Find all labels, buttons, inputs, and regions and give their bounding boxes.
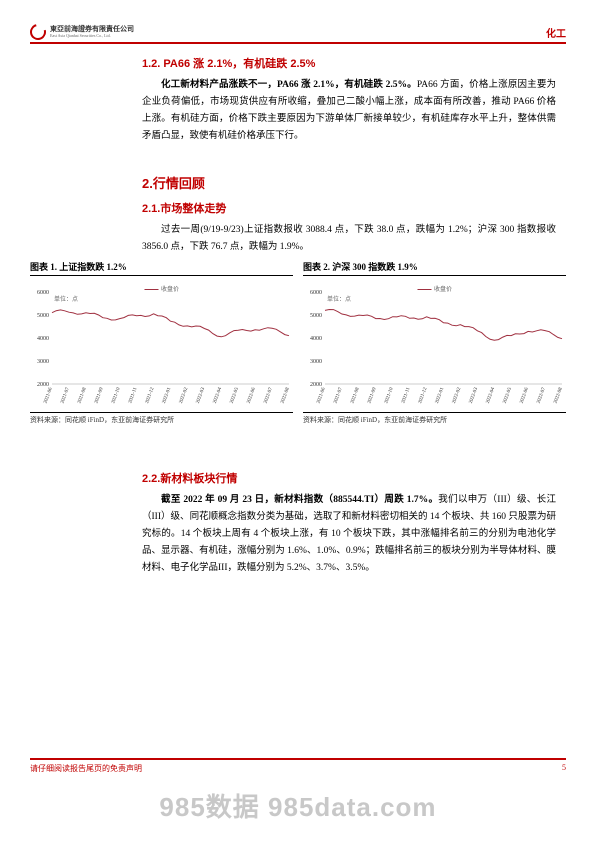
svg-text:2022-07: 2022-07 (537, 387, 548, 405)
section-2-2-rest: 我们以申万（III）级、长江（III）级、同花顺概念指数分类为基础，选取了和新材… (142, 495, 556, 573)
svg-text:2000: 2000 (37, 382, 49, 388)
svg-text:2021-10: 2021-10 (111, 387, 122, 405)
chart-1-legend: 收盘价 (144, 284, 179, 293)
section-1-2-bold: 化工新材料产品涨跌不一，PA66 涨 2.1%，有机硅跌 2.5%。 (161, 80, 417, 90)
svg-text:2021-08: 2021-08 (77, 387, 88, 405)
svg-text:2021-10: 2021-10 (384, 387, 395, 405)
page-header: 東亞前海證券有限責任公司 East Asia Qianhai Securitie… (30, 22, 566, 44)
chart-2-box: 收盘价 单位：点 6000 5000 4000 3000 20002021-06 2021… (303, 278, 566, 408)
logo-area: 東亞前海證券有限責任公司 East Asia Qianhai Securitie… (30, 24, 134, 40)
charts-row: 图表 1. 上证指数跌 1.2% 收盘价 单位：点 6000 5000 4000 30… (30, 260, 566, 425)
svg-text:3000: 3000 (37, 359, 49, 365)
svg-text:2022-08: 2022-08 (280, 387, 291, 405)
svg-text:2021-07: 2021-07 (333, 387, 344, 405)
svg-text:2021-11: 2021-11 (128, 387, 139, 405)
svg-text:2022-04: 2022-04 (213, 387, 224, 405)
section-2-2-title: 2.2.新材料板块行情 (142, 470, 556, 486)
chart-2-col: 图表 2. 沪深 300 指数跌 1.9% 收盘价 单位：点 6000 5000 4… (303, 260, 566, 425)
footer-disclaimer: 请仔细阅读报告尾页的免责声明 (30, 763, 142, 774)
header-category: 化工 (546, 25, 566, 40)
section-1-2-para: 化工新材料产品涨跌不一，PA66 涨 2.1%，有机硅跌 2.5%。PA66 方… (142, 77, 556, 145)
svg-text:2022-05: 2022-05 (503, 387, 514, 405)
svg-text:2022-06: 2022-06 (247, 387, 258, 405)
section-2-title: 2.行情回顾 (142, 173, 556, 192)
svg-text:2021-06: 2021-06 (316, 387, 327, 405)
chart-2-unit: 单位：点 (327, 294, 351, 303)
svg-text:2022-06: 2022-06 (520, 387, 531, 405)
svg-text:6000: 6000 (310, 290, 322, 296)
svg-text:6000: 6000 (37, 290, 49, 296)
svg-text:2021-11: 2021-11 (401, 387, 412, 405)
svg-text:5000: 5000 (37, 313, 49, 319)
content-lower: 2.2.新材料板块行情 截至 2022 年 09 月 23 日，新材料指数（88… (142, 470, 556, 579)
svg-text:2022-01: 2022-01 (162, 387, 173, 405)
company-name-block: 東亞前海證券有限責任公司 East Asia Qianhai Securitie… (50, 26, 134, 38)
svg-text:2022-03: 2022-03 (196, 387, 207, 405)
svg-text:2022-01: 2022-01 (435, 387, 446, 405)
chart-2-legend: 收盘价 (417, 284, 452, 293)
svg-text:2021-07: 2021-07 (60, 387, 71, 405)
chart-1-source: 资料来源：同花顺 iFinD，东亚前海证券研究所 (30, 412, 293, 425)
svg-text:4000: 4000 (310, 336, 322, 342)
chart-1-unit: 单位：点 (54, 294, 78, 303)
svg-text:2021-06: 2021-06 (43, 387, 54, 405)
svg-text:2000: 2000 (310, 382, 322, 388)
chart-1-title: 图表 1. 上证指数跌 1.2% (30, 260, 293, 276)
svg-text:5000: 5000 (310, 313, 322, 319)
svg-text:2021-08: 2021-08 (350, 387, 361, 405)
svg-text:2021-12: 2021-12 (418, 387, 429, 405)
chart-2-source: 资料来源：同花顺 iFinD，东亚前海证券研究所 (303, 412, 566, 425)
svg-text:2022-04: 2022-04 (486, 387, 497, 405)
svg-text:2021-12: 2021-12 (145, 387, 156, 405)
svg-text:2021-09: 2021-09 (367, 387, 378, 405)
svg-text:4000: 4000 (37, 336, 49, 342)
svg-text:3000: 3000 (310, 359, 322, 365)
svg-text:2021-09: 2021-09 (94, 387, 105, 405)
watermark: 985数据 985data.com (0, 787, 596, 824)
section-2-1-title: 2.1.市场整体走势 (142, 200, 556, 216)
chart-1-box: 收盘价 单位：点 6000 5000 4000 3000 20002021-06 2021… (30, 278, 293, 408)
section-2-2-para: 截至 2022 年 09 月 23 日，新材料指数（885544.TI）周跌 1… (142, 492, 556, 577)
chart-1-col: 图表 1. 上证指数跌 1.2% 收盘价 单位：点 6000 5000 4000 30… (30, 260, 293, 425)
logo-icon (27, 21, 49, 43)
svg-text:2022-07: 2022-07 (264, 387, 275, 405)
content-upper: 1.2. PA66 涨 2.1%，有机硅跌 2.5% 化工新材料产品涨跌不一，P… (142, 55, 556, 259)
svg-text:2022-05: 2022-05 (230, 387, 241, 405)
svg-text:2022-03: 2022-03 (469, 387, 480, 405)
section-2-2-bold: 截至 2022 年 09 月 23 日，新材料指数（885544.TI）周跌 1… (161, 495, 438, 505)
company-name-cn: 東亞前海證券有限責任公司 (50, 26, 134, 33)
company-name-en: East Asia Qianhai Securities Co., Ltd. (50, 33, 134, 38)
chart-2-title: 图表 2. 沪深 300 指数跌 1.9% (303, 260, 566, 276)
svg-text:2022-02: 2022-02 (452, 387, 463, 405)
page-footer: 请仔细阅读报告尾页的免责声明 5 (30, 758, 566, 774)
section-1-2-title: 1.2. PA66 涨 2.1%，有机硅跌 2.5% (142, 55, 556, 71)
svg-text:2022-08: 2022-08 (553, 387, 564, 405)
svg-text:2022-02: 2022-02 (179, 387, 190, 405)
footer-page-number: 5 (562, 763, 566, 774)
section-2-1-para: 过去一周(9/19-9/23)上证指数报收 3088.4 点，下跌 38.0 点… (142, 222, 556, 256)
